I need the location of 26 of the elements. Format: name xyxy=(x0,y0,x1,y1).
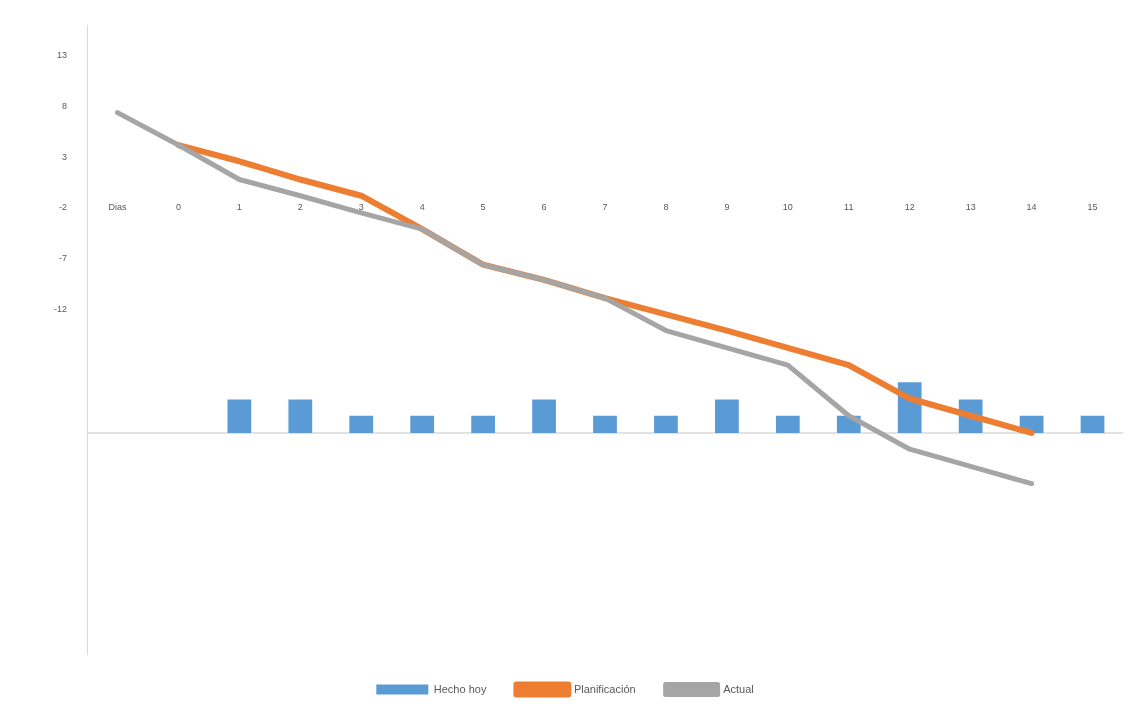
y-tick-label: -7 xyxy=(58,253,67,264)
legend-label: Planificación xyxy=(573,682,636,695)
x-tick-label: 14 xyxy=(1026,201,1037,212)
y-tick-label: -2 xyxy=(58,202,67,213)
x-tick-label: 11 xyxy=(844,201,854,212)
x-tick-label: 4 xyxy=(419,201,425,212)
x-tick-label: 7 xyxy=(602,201,608,212)
x-tick-label: 8 xyxy=(663,201,669,212)
legend-label: Hecho hoy xyxy=(433,682,487,695)
x-tick-label: 3 xyxy=(358,201,364,212)
x-tick-label: 13 xyxy=(965,201,976,212)
x-tick-label: 15 xyxy=(1087,201,1098,212)
x-tick-label: 5 xyxy=(480,201,486,212)
y-tick-label: 13 xyxy=(56,50,67,61)
x-tick-label: 1 xyxy=(236,201,242,212)
x-tick-label: 0 xyxy=(175,201,181,212)
x-tick-label: 2 xyxy=(297,201,303,212)
legend-label: Actual xyxy=(723,682,754,695)
y-tick-label: -12 xyxy=(53,303,67,314)
x-tick-label: Dias xyxy=(108,201,127,212)
x-tick-label: 10 xyxy=(782,201,793,212)
x-tick-label: 9 xyxy=(724,201,730,212)
x-tick-label: 12 xyxy=(904,201,915,212)
y-tick-label: 3 xyxy=(61,151,67,162)
x-tick-label: 6 xyxy=(541,201,547,212)
y-tick-label: 8 xyxy=(61,100,67,111)
